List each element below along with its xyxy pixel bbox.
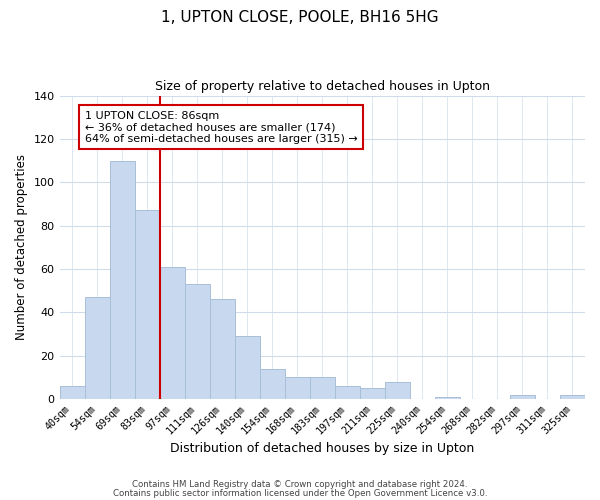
Bar <box>360 388 385 399</box>
Bar <box>235 336 260 399</box>
Bar <box>285 378 310 399</box>
Y-axis label: Number of detached properties: Number of detached properties <box>15 154 28 340</box>
Bar <box>110 160 134 399</box>
Bar <box>560 394 585 399</box>
X-axis label: Distribution of detached houses by size in Upton: Distribution of detached houses by size … <box>170 442 475 455</box>
Bar <box>435 397 460 399</box>
Bar <box>510 394 535 399</box>
Bar <box>260 368 285 399</box>
Bar <box>310 378 335 399</box>
Text: 1 UPTON CLOSE: 86sqm
← 36% of detached houses are smaller (174)
64% of semi-deta: 1 UPTON CLOSE: 86sqm ← 36% of detached h… <box>85 110 358 144</box>
Text: Contains public sector information licensed under the Open Government Licence v3: Contains public sector information licen… <box>113 488 487 498</box>
Text: Contains HM Land Registry data © Crown copyright and database right 2024.: Contains HM Land Registry data © Crown c… <box>132 480 468 489</box>
Bar <box>160 267 185 399</box>
Bar <box>134 210 160 399</box>
Bar <box>85 297 110 399</box>
Bar <box>385 382 410 399</box>
Bar <box>209 300 235 399</box>
Text: 1, UPTON CLOSE, POOLE, BH16 5HG: 1, UPTON CLOSE, POOLE, BH16 5HG <box>161 10 439 25</box>
Bar <box>185 284 209 399</box>
Bar <box>335 386 360 399</box>
Title: Size of property relative to detached houses in Upton: Size of property relative to detached ho… <box>155 80 490 93</box>
Bar <box>59 386 85 399</box>
